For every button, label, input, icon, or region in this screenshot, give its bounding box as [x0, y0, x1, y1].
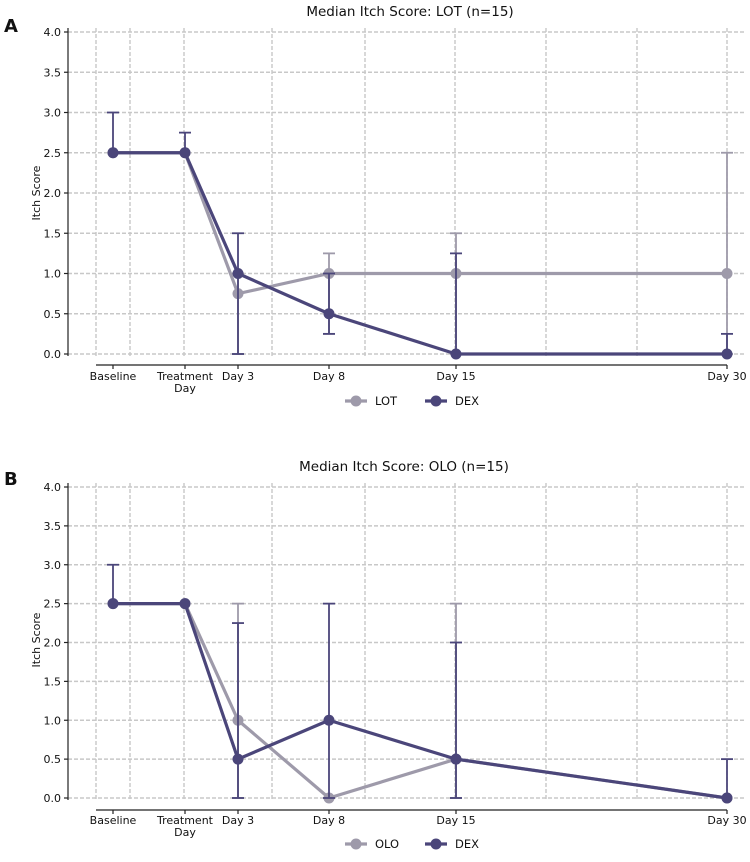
y-tick-label: 3.0 [44, 559, 62, 572]
series-dex [107, 111, 733, 360]
legend-item-olo: OLO [345, 837, 399, 851]
y-tick-label: 4.0 [44, 26, 62, 39]
y-tick-label: 1.0 [44, 268, 62, 281]
data-point [232, 753, 244, 765]
data-point [179, 598, 191, 610]
data-point [323, 714, 335, 726]
y-tick-label: 1.0 [44, 714, 62, 727]
y-tick-label: 0.5 [44, 308, 62, 321]
y-tick-label: 2.0 [44, 637, 62, 650]
x-tick-label: Day 30 [707, 814, 746, 827]
chart-title: Median Itch Score: LOT (n=15) [306, 4, 513, 20]
legend-label: OLO [375, 837, 399, 851]
legend-swatch-marker [350, 838, 362, 850]
legend-item-dex: DEX [425, 837, 479, 851]
y-tick-label: 1.5 [44, 227, 62, 240]
series-line [113, 151, 727, 296]
data-point [721, 792, 733, 804]
data-point [721, 348, 733, 360]
x-tick-label: Day 3 [222, 370, 254, 383]
y-tick-label: 0.0 [44, 792, 62, 805]
series-lot [107, 147, 733, 355]
y-tick-label: 1.5 [44, 675, 62, 688]
data-point [450, 348, 462, 360]
y-axis-label: Itch Score [30, 612, 43, 667]
y-tick-label: 2.5 [44, 598, 62, 611]
legend-item-dex: DEX [425, 394, 479, 408]
legend-swatch-marker [430, 395, 442, 407]
y-tick-label: 2.5 [44, 147, 62, 160]
x-tick-label: Treatment Day [156, 814, 214, 839]
series-line [113, 602, 728, 800]
x-tick-label: Day 15 [436, 370, 475, 383]
y-tick-label: 3.0 [44, 107, 62, 120]
y-tick-label: 2.0 [44, 187, 62, 200]
data-point [721, 268, 733, 279]
x-tick-label: Baseline [90, 814, 137, 827]
panel-b: B Median Itch Score: OLO (n=15) Itch Sco… [4, 459, 747, 851]
y-tick-label: 0.0 [44, 348, 62, 361]
legend-swatch-marker [350, 395, 362, 407]
panel-letter: A [4, 16, 18, 37]
x-tick-label: Day 3 [222, 814, 254, 827]
legend-label: LOT [375, 394, 398, 408]
y-tick-label: 3.5 [44, 520, 62, 533]
data-point [323, 308, 335, 320]
series-dex [107, 563, 733, 804]
data-point [107, 147, 119, 159]
legend-swatch-marker [430, 838, 442, 850]
chart-title: Median Itch Score: OLO (n=15) [299, 459, 509, 475]
data-point [450, 753, 462, 765]
data-point [179, 147, 191, 159]
x-tick-label: Baseline [90, 370, 137, 383]
y-tick-label: 0.5 [44, 753, 62, 766]
series-olo [107, 598, 733, 804]
x-tick-label: Treatment Day [156, 370, 214, 395]
series-line [113, 602, 728, 800]
legend-label: DEX [455, 837, 479, 851]
legend-label: DEX [455, 394, 479, 408]
x-tick-label: Day 30 [707, 370, 746, 383]
panel-a: A Median Itch Score: LOT (n=15) Itch Sco… [4, 4, 747, 408]
y-axis-label: Itch Score [30, 165, 43, 220]
data-point [232, 268, 244, 279]
x-tick-label: Day 8 [313, 814, 345, 827]
data-point [107, 598, 119, 610]
x-tick-label: Day 15 [436, 814, 475, 827]
series-line [113, 151, 727, 356]
panel-letter: B [4, 469, 18, 490]
legend-item-lot: LOT [345, 394, 398, 408]
y-tick-label: 4.0 [44, 481, 62, 494]
y-tick-label: 3.5 [44, 66, 62, 79]
x-tick-label: Day 8 [313, 370, 345, 383]
